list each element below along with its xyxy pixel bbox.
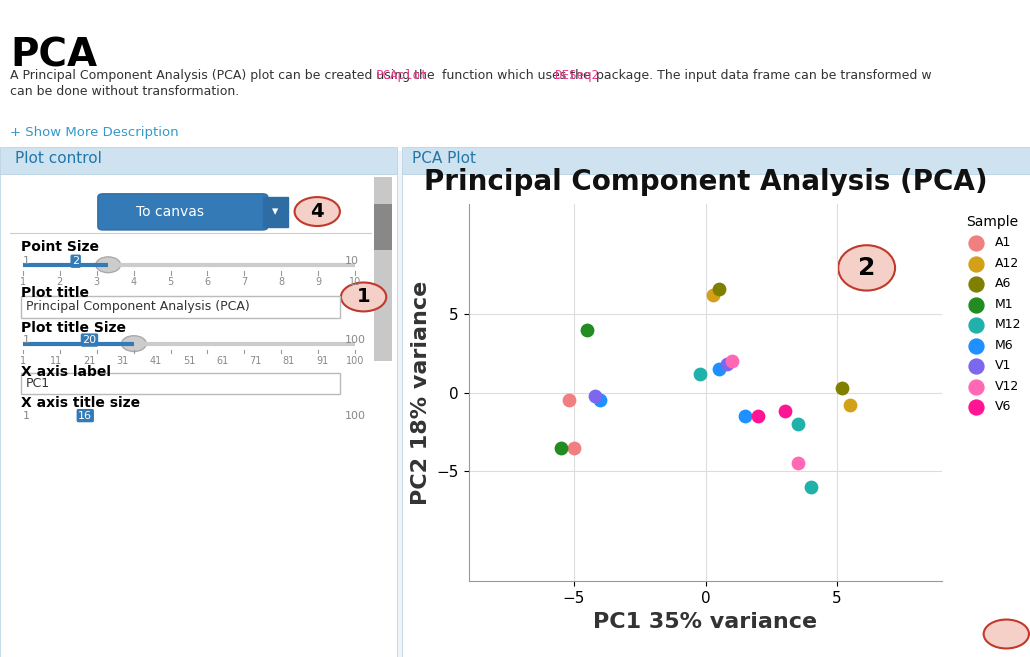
Text: 91: 91: [316, 356, 329, 366]
Text: function which uses the: function which uses the: [438, 69, 594, 82]
Text: 100: 100: [345, 335, 366, 345]
FancyBboxPatch shape: [21, 296, 340, 318]
Text: PCA: PCA: [10, 36, 98, 74]
Text: X axis label: X axis label: [21, 365, 110, 378]
A6: [834, 382, 851, 393]
FancyBboxPatch shape: [0, 174, 397, 657]
Text: Principal Component Analysis (PCA): Principal Component Analysis (PCA): [26, 300, 249, 313]
M6: [592, 395, 609, 405]
Text: 7: 7: [241, 277, 247, 287]
Text: Plot title Size: Plot title Size: [21, 321, 126, 334]
Text: 1: 1: [23, 256, 30, 266]
M1: [579, 325, 595, 335]
Y-axis label: PC2 18% variance: PC2 18% variance: [411, 281, 431, 505]
Text: 51: 51: [182, 356, 196, 366]
FancyBboxPatch shape: [374, 204, 392, 250]
M12: [802, 482, 819, 492]
V6: [777, 406, 793, 417]
M12: [789, 419, 805, 429]
Text: ▾: ▾: [272, 205, 278, 218]
Text: 21: 21: [83, 356, 96, 366]
Text: 1: 1: [20, 277, 26, 287]
Text: 5: 5: [168, 277, 174, 287]
V12: [789, 458, 805, 468]
Text: 4: 4: [310, 202, 324, 221]
Text: X axis title size: X axis title size: [21, 396, 140, 410]
Text: 61: 61: [216, 356, 229, 366]
Text: PCAplot: PCAplot: [376, 69, 428, 82]
Text: 10: 10: [349, 277, 362, 287]
A12: [706, 290, 722, 300]
X-axis label: PC1 35% variance: PC1 35% variance: [593, 612, 818, 632]
FancyBboxPatch shape: [374, 177, 392, 361]
M6: [711, 364, 727, 374]
V1: [718, 359, 734, 369]
FancyBboxPatch shape: [402, 147, 1030, 174]
Text: ✎: ✎: [983, 627, 995, 641]
Text: 1: 1: [356, 288, 371, 306]
Text: + Show More Description: + Show More Description: [10, 126, 179, 139]
Circle shape: [122, 336, 146, 351]
Circle shape: [96, 257, 121, 273]
FancyBboxPatch shape: [263, 197, 288, 227]
Text: 6: 6: [204, 277, 210, 287]
Text: DESeq2: DESeq2: [554, 69, 599, 82]
FancyBboxPatch shape: [21, 373, 340, 394]
Text: 10: 10: [345, 256, 359, 266]
Text: 2: 2: [858, 256, 876, 280]
Text: Plot control: Plot control: [15, 151, 102, 166]
V1: [587, 390, 604, 401]
Text: 8: 8: [278, 277, 284, 287]
A6: [711, 283, 727, 294]
FancyBboxPatch shape: [98, 194, 268, 230]
Text: 20: 20: [82, 335, 97, 345]
A1: [560, 395, 577, 405]
Text: can be done without transformation.: can be done without transformation.: [10, 85, 240, 99]
Text: 1: 1: [23, 411, 30, 420]
Text: 71: 71: [249, 356, 262, 366]
Text: 100: 100: [346, 356, 365, 366]
Text: PCA Plot: PCA Plot: [412, 151, 476, 166]
Text: 4: 4: [131, 277, 137, 287]
Text: 1: 1: [23, 335, 30, 345]
Text: 1: 1: [20, 356, 26, 366]
FancyBboxPatch shape: [0, 147, 397, 174]
A1: [565, 442, 582, 453]
Text: A Principal Component Analysis (PCA) plot can be created using the: A Principal Component Analysis (PCA) plo…: [10, 69, 439, 82]
V12: [724, 356, 741, 367]
Legend: A1, A12, A6, M1, M12, M6, V1, V12, V6: A1, A12, A6, M1, M12, M6, V1, V12, V6: [958, 210, 1026, 419]
Text: 3: 3: [94, 277, 100, 287]
Text: 3: 3: [999, 625, 1014, 643]
Text: 9: 9: [315, 277, 321, 287]
Text: To canvas: To canvas: [136, 204, 204, 219]
FancyBboxPatch shape: [0, 0, 1030, 151]
M12: [692, 369, 709, 379]
Text: 2: 2: [72, 256, 79, 266]
Text: 16: 16: [78, 411, 93, 420]
M1: [552, 442, 569, 453]
Text: PC1: PC1: [26, 376, 49, 390]
FancyBboxPatch shape: [402, 174, 1030, 657]
Text: Plot title: Plot title: [21, 286, 89, 300]
Text: 31: 31: [116, 356, 129, 366]
Text: package. The input data frame can be transformed w: package. The input data frame can be tra…: [592, 69, 932, 82]
Text: 41: 41: [149, 356, 162, 366]
M6: [736, 411, 753, 421]
Circle shape: [838, 245, 895, 290]
Circle shape: [341, 283, 386, 311]
Text: 2: 2: [57, 277, 63, 287]
A12: [843, 400, 859, 411]
V6: [750, 411, 766, 421]
Text: 11: 11: [49, 356, 62, 366]
Text: Point Size: Point Size: [21, 240, 99, 254]
Circle shape: [295, 197, 340, 226]
Text: 100: 100: [345, 411, 366, 420]
Text: 81: 81: [282, 356, 295, 366]
Title: Principal Component Analysis (PCA): Principal Component Analysis (PCA): [423, 168, 988, 196]
